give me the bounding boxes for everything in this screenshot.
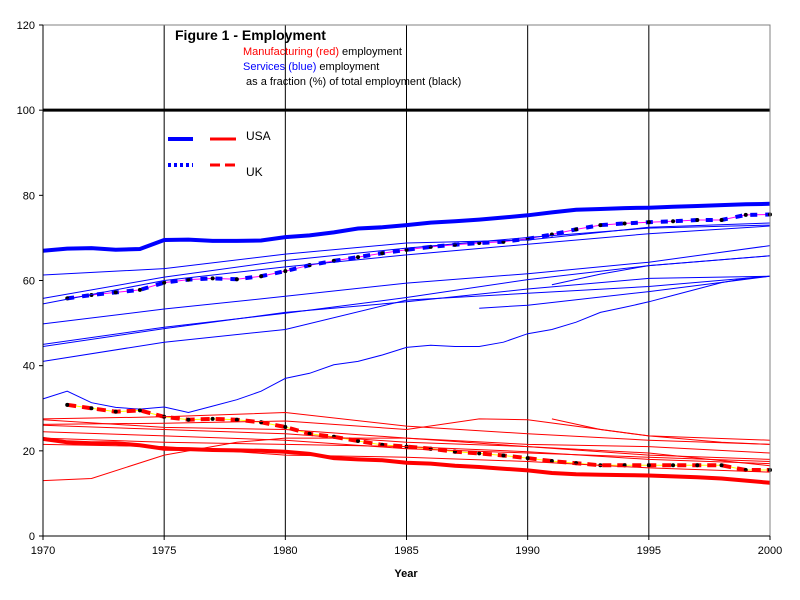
point-uk-services — [259, 274, 264, 279]
point-uk-services — [356, 255, 361, 260]
point-uk-manufacturing — [259, 420, 264, 425]
point-uk-services — [671, 219, 676, 224]
point-uk-services — [307, 263, 312, 268]
point-uk-services — [598, 223, 603, 228]
point-uk-services — [743, 212, 748, 217]
point-uk-manufacturing — [89, 406, 94, 411]
x-tick-label: 1970 — [31, 545, 55, 557]
point-uk-services — [622, 221, 627, 226]
point-uk-manufacturing — [477, 451, 482, 456]
legend: USA UK — [168, 129, 271, 179]
point-uk-manufacturing — [501, 453, 506, 458]
point-uk-services — [719, 218, 724, 223]
point-uk-services — [162, 280, 167, 285]
series-services-thin-9 — [551, 255, 771, 286]
subtitle-employment-1: employment — [339, 46, 402, 58]
series-manufacturing-thin-5 — [42, 431, 771, 462]
point-uk-services — [210, 276, 215, 281]
point-uk-manufacturing — [234, 417, 239, 422]
series-manufacturing-thin-4 — [42, 424, 771, 460]
grid — [43, 25, 770, 536]
subtitle-employment-2: employment — [316, 61, 379, 73]
point-uk-manufacturing — [137, 408, 142, 413]
point-uk-manufacturing — [186, 417, 191, 422]
point-uk-manufacturing — [719, 463, 724, 468]
point-uk-manufacturing — [307, 431, 312, 436]
series-usa-manufacturing — [42, 436, 771, 485]
point-uk-manufacturing — [695, 463, 700, 468]
point-uk-services — [404, 247, 409, 252]
series-services-thin-2 — [42, 224, 771, 299]
x-tick-label: 1990 — [515, 545, 539, 557]
series-manufacturing-thin-6 — [42, 437, 771, 465]
point-uk-manufacturing — [113, 409, 118, 414]
series-manufacturing-thin-9 — [551, 418, 771, 445]
series-services-thin-8 — [479, 275, 771, 309]
point-uk-services — [646, 220, 651, 225]
y-tick-label: 100 — [17, 105, 35, 117]
subtitle-line-2: Services (blue) employment — [243, 61, 379, 73]
series-uk-services-connector — [67, 214, 771, 299]
y-tick-label: 20 — [23, 446, 35, 458]
y-tick-label: 120 — [17, 20, 35, 32]
series-layer — [42, 201, 772, 485]
y-tick-label: 0 — [29, 531, 35, 543]
x-tick-label: 1985 — [394, 545, 418, 557]
ticks: 1970 1975 1980 1985 1990 1995 2000 0 20 40 60 80 100… — [17, 20, 783, 557]
subtitle-manufacturing: Manufacturing (red) — [243, 46, 339, 58]
series-services-thin-6 — [42, 275, 771, 347]
x-tick-label: 1980 — [273, 545, 297, 557]
subtitle-line-3: as a fraction (%) of total employment (b… — [243, 76, 461, 88]
point-uk-services — [695, 218, 700, 223]
subtitle-line-1: Manufacturing (red) employment — [243, 46, 402, 58]
x-tick-label: 2000 — [758, 545, 782, 557]
point-uk-services — [234, 277, 239, 282]
point-uk-services — [137, 287, 142, 292]
x-axis-title: Year — [394, 568, 418, 580]
point-uk-services — [380, 251, 385, 256]
series-services-thin-10 — [42, 275, 771, 414]
chart-title: Figure 1 - Employment — [175, 27, 326, 43]
point-uk-manufacturing — [356, 439, 361, 444]
subtitle-services: Services (blue) — [243, 61, 316, 73]
point-uk-services — [186, 277, 191, 282]
point-uk-manufacturing — [65, 402, 70, 407]
y-tick-label: 60 — [23, 276, 35, 288]
series-services-thin-1 — [42, 222, 771, 276]
point-uk-manufacturing — [646, 463, 651, 468]
series-uk-manufacturing — [66, 402, 770, 472]
legend-usa-label: USA — [246, 129, 271, 143]
series-services-thin-7 — [42, 275, 771, 362]
point-uk-manufacturing — [525, 456, 530, 461]
series-manufacturing-thin-7 — [42, 443, 771, 473]
y-tick-label: 80 — [23, 190, 35, 202]
point-uk-manufacturing — [549, 459, 554, 464]
x-tick-label: 1995 — [637, 545, 661, 557]
x-tick-label: 1975 — [152, 545, 176, 557]
point-uk-manufacturing — [671, 463, 676, 468]
series-manufacturing-thin-8 — [42, 437, 771, 482]
legend-uk-label: UK — [246, 165, 263, 179]
point-uk-services — [283, 269, 288, 274]
series-usa-services — [42, 201, 771, 253]
point-uk-manufacturing — [210, 416, 215, 421]
y-tick-label: 40 — [23, 361, 35, 373]
series-manufacturing-thin-1 — [42, 411, 771, 445]
point-uk-services — [113, 290, 118, 295]
series-services-thin-3 — [42, 225, 771, 305]
series-services-thin-4 — [42, 245, 771, 325]
point-uk-services — [574, 227, 579, 232]
point-uk-manufacturing — [283, 424, 288, 429]
